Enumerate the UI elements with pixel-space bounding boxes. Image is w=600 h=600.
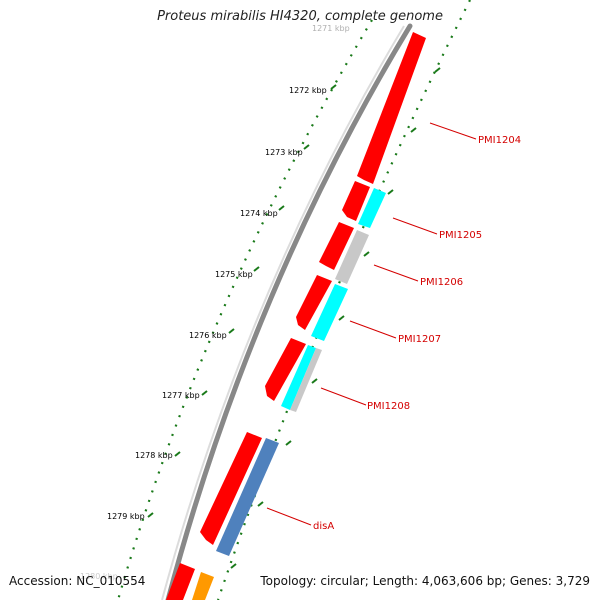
ruler-labels: 1271 kbp 1272 kbp 1273 kbp 1274 kbp 1275… [80,24,350,581]
cds-feature-pmi1208-c[interactable] [290,348,322,412]
cds-feature-orange[interactable] [192,572,214,600]
ruler-label: 1280 kbp [80,572,118,581]
ruler-label: 1277 kbp [162,391,200,400]
genome-backbone-highlight [161,25,405,600]
ruler-label: 1279 kbp [107,512,145,521]
outer-ruler [216,0,471,600]
reverse-strand-features [192,188,386,600]
genome-summary-text: Topology: circular; Length: 4,063,606 bp… [260,574,590,588]
ruler-label: 1272 kbp [289,86,327,95]
cds-feature-pmi1207-b[interactable] [311,284,348,341]
cds-feature-pmi1204[interactable] [357,32,426,184]
ruler-label: 1276 kbp [189,331,227,340]
callout-lines [266,122,477,526]
forward-strand-features [166,32,426,600]
gene-label-pmi1206[interactable]: PMI1206 [420,277,463,288]
cds-feature-disa[interactable] [216,438,279,556]
cds-feature-pmi1208[interactable] [265,338,306,401]
gene-label-pmi1207[interactable]: PMI1207 [398,334,441,345]
gene-label-pmi1208[interactable]: PMI1208 [367,401,410,412]
inner-ruler [116,19,373,600]
cds-feature-pmi1207[interactable] [296,275,332,330]
ruler-label: 1275 kbp [215,270,253,279]
outer-ruler-ticks [230,67,441,569]
ruler-label: 1278 kbp [135,451,173,460]
ruler-label: 1271 kbp [312,24,350,33]
gene-label-disa[interactable]: disA [313,521,334,532]
cds-feature-pmi1206-b[interactable] [335,230,369,284]
cds-feature-pmi1205-b[interactable] [358,188,386,228]
cds-feature-pmi1206[interactable] [319,222,354,270]
gene-label-pmi1205[interactable]: PMI1205 [439,230,482,241]
genome-backbone [165,23,413,600]
cds-feature-pmi1205[interactable] [342,181,370,221]
ruler-label: 1273 kbp [265,148,303,157]
gene-label-pmi1204[interactable]: PMI1204 [478,135,521,146]
cds-feature-6[interactable] [166,563,195,600]
accession-text: Accession: NC_010554 [9,574,146,588]
cds-feature-pmi1208-b[interactable] [281,345,316,410]
ruler-label: 1274 kbp [240,209,278,218]
gene-labels: PMI1204 PMI1205 PMI1206 PMI1207 PMI1208 … [313,135,521,532]
inner-ruler-ticks [147,84,337,518]
cds-feature-5[interactable] [200,432,262,545]
